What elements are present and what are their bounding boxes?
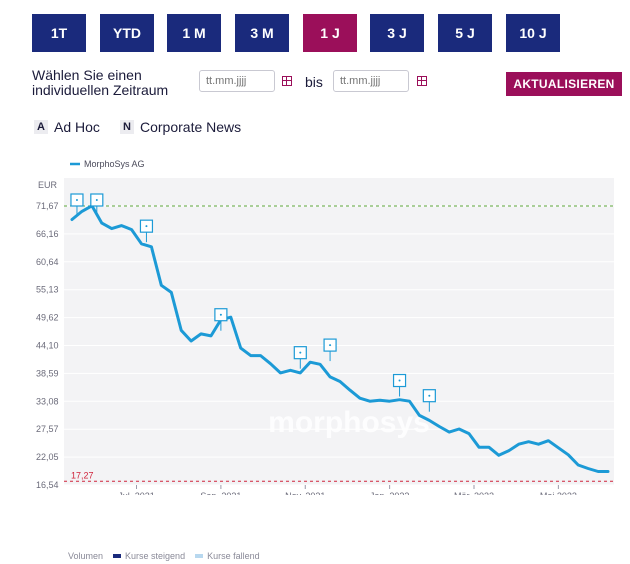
news-marker-dot (329, 344, 332, 347)
to-calendar-icon[interactable] (417, 76, 427, 86)
y-tick-label: 27,57 (36, 424, 59, 434)
range-button-1t[interactable]: 1T (32, 14, 86, 52)
volume-rising-label: Kurse steigend (125, 551, 186, 561)
y-tick-label: 60,64 (36, 257, 59, 267)
stock-chart-svg[interactable]: 71,67 66,16 60,64 55,13 49,62 44,10 38,59 33,08… (8, 150, 622, 501)
to-date-input[interactable] (333, 70, 409, 92)
legend-series-name: MorphoSys AG (84, 159, 145, 169)
x-tick-label: Jan. 2022 (370, 491, 410, 495)
range-button-1j[interactable]: 1 J (303, 14, 357, 52)
x-tick-label: Nov. 2021 (285, 491, 325, 495)
custom-period-label: Wählen Sie einen individuellen Zeitraum (32, 68, 192, 98)
update-button[interactable]: AKTUALISIEREN (506, 72, 622, 96)
rising-swatch (113, 554, 122, 558)
y-unit-label: EUR (38, 180, 58, 190)
news-marker-dot (75, 199, 78, 201)
ad-hoc-badge: A (34, 120, 48, 134)
corporate-news-label: Corporate News (140, 119, 242, 135)
corporate-news-badge: N (120, 120, 134, 134)
range-selector: 1T YTD 1 M 3 M 1 J 3 J 5 J 10 J (8, 14, 568, 54)
y-tick-label: 55,13 (36, 285, 59, 295)
period-label-line1: Wählen Sie einen (32, 67, 142, 83)
y-tick-label: 33,08 (36, 396, 59, 406)
y-tick-label: 44,10 (36, 341, 59, 351)
y-tick-label: 71,67 (36, 201, 59, 211)
from-date-input[interactable] (199, 70, 275, 92)
x-tick-label: Sep. 2021 (200, 491, 241, 495)
watermark-text: morphosys (268, 406, 430, 439)
range-button-1m[interactable]: 1 M (167, 14, 221, 52)
volume-falling-label: Kurse fallend (207, 551, 260, 561)
to-label: bis (305, 74, 323, 90)
y-tick-label: 49,62 (36, 313, 59, 323)
period-label-line2: individuellen Zeitraum (32, 82, 169, 98)
y-tick-label: 66,16 (36, 229, 59, 239)
volume-legend: Volumen Kurse steigend Kurse fallend (68, 551, 260, 561)
key-ad-hoc: A Ad Hoc (34, 118, 100, 136)
news-marker-dot (428, 394, 431, 397)
range-button-5j[interactable]: 5 J (438, 14, 492, 52)
volume-title: Volumen (68, 551, 104, 561)
x-tick-label: Mär. 2022 (454, 491, 494, 495)
news-marker-dot (398, 379, 401, 382)
x-tick-label: Mai 2022 (540, 491, 577, 495)
min-value-label: 17,27 (71, 470, 94, 480)
range-button-3j[interactable]: 3 J (370, 14, 424, 52)
y-tick-label: 16,54 (36, 480, 59, 490)
range-button-3m[interactable]: 3 M (235, 14, 289, 52)
ad-hoc-label: Ad Hoc (54, 119, 100, 135)
x-tick-label: Jul. 2021 (118, 491, 155, 495)
range-button-ytd[interactable]: YTD (100, 14, 154, 52)
y-tick-label: 22,05 (36, 452, 59, 462)
y-tick-label: 38,59 (36, 368, 59, 378)
news-marker-dot (95, 199, 98, 201)
falling-swatch (195, 554, 204, 558)
range-button-10j[interactable]: 10 J (506, 14, 560, 52)
key-corporate-news: N Corporate News (120, 118, 241, 136)
from-calendar-icon[interactable] (282, 76, 292, 86)
news-marker-dot (219, 313, 222, 316)
plot-area (64, 178, 614, 485)
news-marker-dot (299, 351, 302, 354)
series-line-morphosys[interactable] (70, 204, 610, 473)
stock-chart[interactable]: 71,67 66,16 60,64 55,13 49,62 44,10 38,59 33,08… (8, 150, 622, 501)
news-marker-dot (145, 225, 148, 228)
